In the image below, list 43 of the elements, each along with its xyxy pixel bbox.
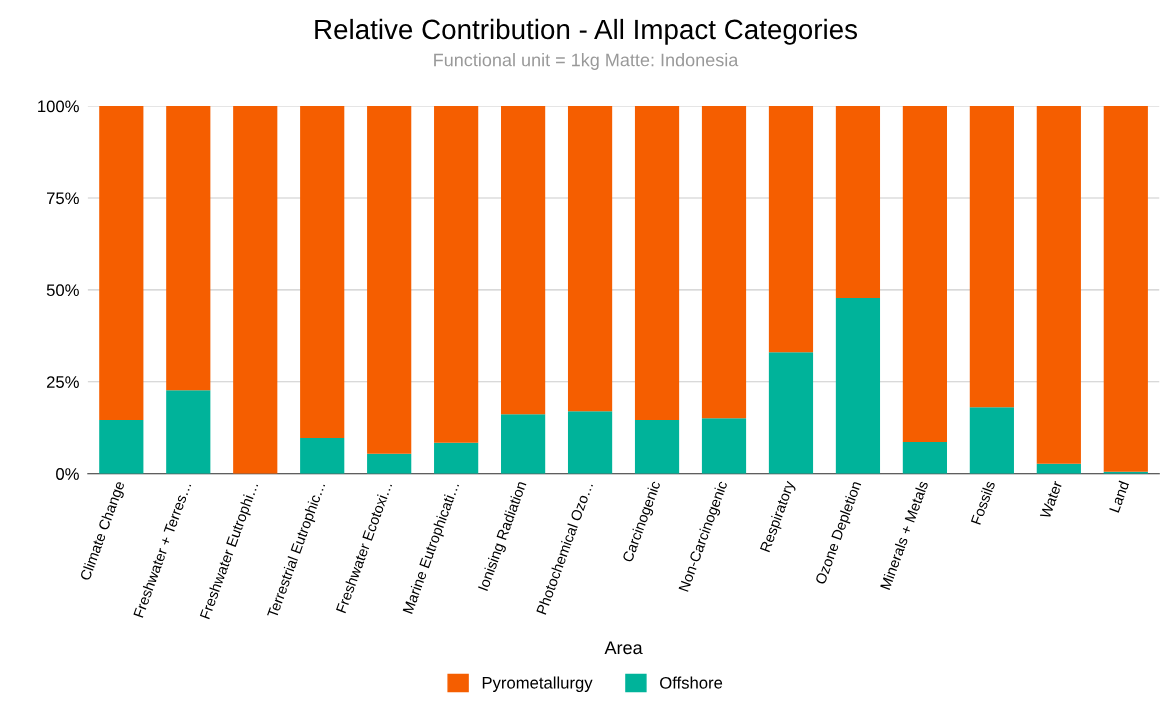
bar <box>567 106 613 412</box>
bar <box>1103 106 1148 472</box>
bar <box>701 418 747 474</box>
bar <box>434 442 479 474</box>
bar <box>99 420 144 474</box>
bar <box>768 106 814 353</box>
chart-subtitle: Functional unit = 1kg Matte: Indonesia <box>434 53 739 70</box>
legend-label: Offshore <box>660 676 723 689</box>
bar <box>567 411 613 474</box>
bar <box>835 106 881 298</box>
bar <box>969 106 1014 408</box>
bar <box>969 407 1014 474</box>
x-tick-label: Fossils <box>970 480 996 525</box>
bar <box>634 420 680 474</box>
bar <box>166 390 211 474</box>
bar <box>300 438 345 474</box>
y-tick-label: 0% <box>56 468 79 480</box>
bar <box>300 106 345 439</box>
bar <box>367 106 412 454</box>
x-tick-label: Land <box>1108 480 1130 513</box>
y-tick-label: 50% <box>46 284 79 297</box>
bar <box>1036 463 1081 474</box>
bar <box>634 106 680 421</box>
bar <box>166 106 211 391</box>
legend-label: Pyrometallurgy <box>482 676 593 692</box>
bar <box>434 106 479 443</box>
y-tick-label: 75% <box>46 192 79 205</box>
bar <box>835 297 881 474</box>
bar <box>501 106 546 415</box>
bar <box>768 352 814 474</box>
bar <box>233 106 278 474</box>
bar <box>902 106 948 443</box>
bar <box>501 414 546 474</box>
x-tick-label: Water <box>1039 480 1063 520</box>
bar <box>99 106 144 421</box>
chart-title: Relative Contribution - All Impact Categories <box>315 18 858 45</box>
y-tick-label: 25% <box>46 376 79 388</box>
bar <box>701 106 747 419</box>
x-axis-title: Area <box>604 641 643 655</box>
bar <box>1036 106 1081 464</box>
y-tick-label: 100% <box>38 100 79 113</box>
bar <box>902 442 948 474</box>
bar <box>367 453 412 474</box>
